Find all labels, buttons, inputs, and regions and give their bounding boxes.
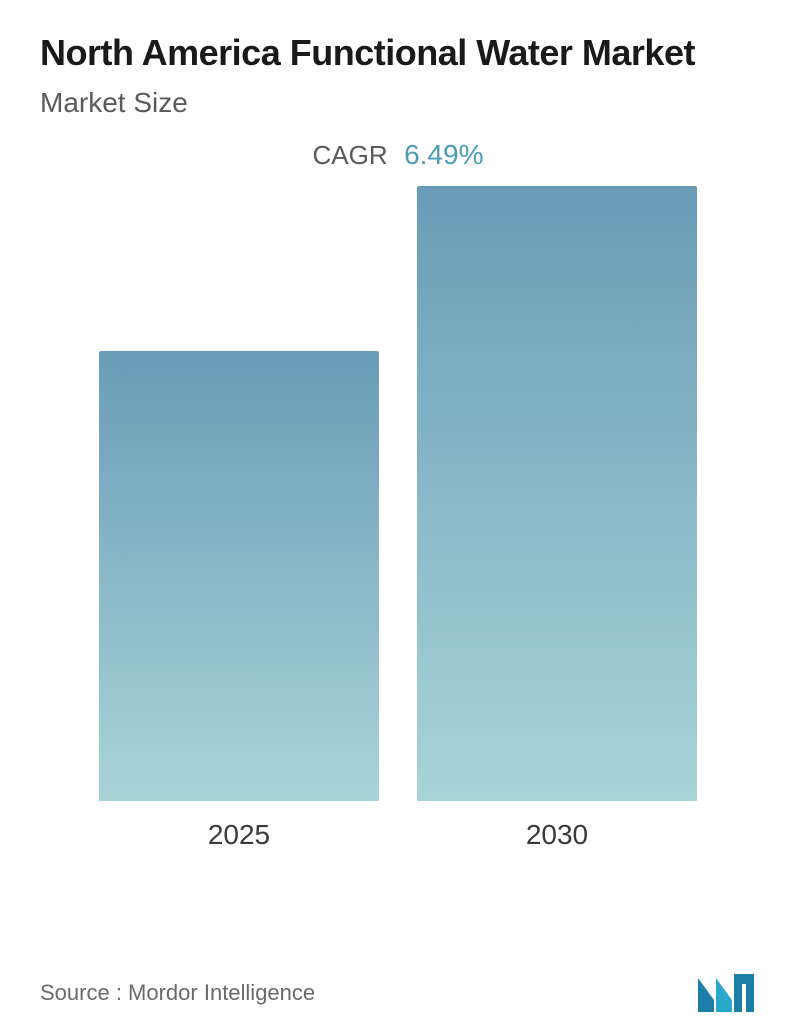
bar-group-0: 2025	[99, 351, 379, 851]
footer: Source : Mordor Intelligence	[40, 972, 756, 1014]
brand-logo-icon	[696, 972, 756, 1014]
bar-group-1: 2030	[417, 186, 697, 851]
cagr-value: 6.49%	[404, 139, 483, 170]
bar-1	[417, 186, 697, 801]
chart-title: North America Functional Water Market	[40, 30, 756, 75]
bar-label-1: 2030	[526, 819, 588, 851]
cagr-label: CAGR	[313, 140, 388, 170]
bar-label-0: 2025	[208, 819, 270, 851]
source-text: Source : Mordor Intelligence	[40, 980, 315, 1006]
chart-subtitle: Market Size	[40, 87, 756, 119]
bar-0	[99, 351, 379, 801]
chart-area: 2025 2030	[40, 211, 756, 851]
cagr-row: CAGR 6.49%	[40, 139, 756, 171]
